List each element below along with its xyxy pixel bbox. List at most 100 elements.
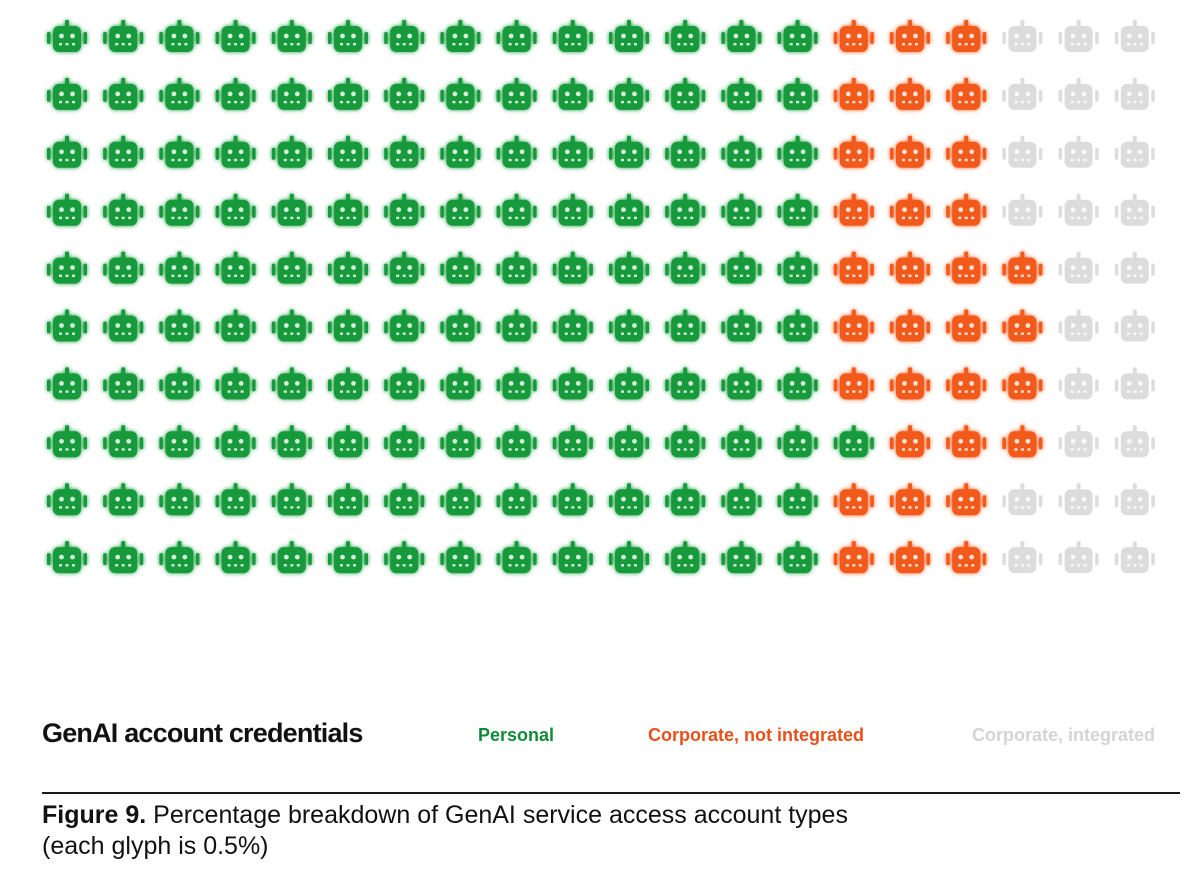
glyph-personal-robot-icon [665,309,706,342]
legend-corporate-not-integrated: Corporate, not integrated [648,725,865,745]
glyph-corporate-not-integrated-robot-icon [1002,367,1043,400]
glyph-personal-robot-icon [440,309,481,342]
glyph-personal-robot-icon [328,425,368,458]
glyph-personal-robot-icon [384,425,425,458]
glyph-personal-robot-icon [777,135,818,168]
glyph-corporate-integrated-robot-icon [1058,367,1099,400]
glyph-personal-robot-icon [328,77,368,110]
glyph-corporate-not-integrated-robot-icon [890,251,930,284]
glyph-personal-robot-icon [328,193,368,226]
glyph-personal-robot-icon [215,77,256,110]
glyph-personal-robot-icon [328,251,368,284]
glyph-corporate-integrated-robot-icon [1002,483,1043,516]
glyph-personal-robot-icon [159,483,200,516]
glyph-personal-robot-icon [665,541,706,574]
glyph-personal-robot-icon [665,483,706,516]
glyph-corporate-not-integrated-robot-icon [890,541,930,574]
glyph-corporate-not-integrated-robot-icon [946,425,987,458]
glyph-personal-robot-icon [552,20,593,52]
glyph-personal-robot-icon [665,135,706,168]
glyph-personal-robot-icon [103,193,144,226]
glyph-personal-robot-icon [552,367,593,400]
glyph-personal-robot-icon [159,193,200,226]
glyph-personal-robot-icon [384,309,425,342]
glyph-personal-robot-icon [384,367,425,400]
glyph-personal-robot-icon [496,367,537,400]
glyph-personal-robot-icon [552,77,593,110]
glyph-personal-robot-icon [384,20,425,52]
glyph-corporate-not-integrated-robot-icon [1002,309,1043,342]
glyph-personal-robot-icon [271,20,312,52]
glyph-personal-robot-icon [159,541,200,574]
glyph-personal-robot-icon [777,77,818,110]
glyph-personal-robot-icon [103,367,144,400]
glyph-personal-robot-icon [47,309,87,342]
glyph-personal-robot-icon [271,367,312,400]
glyph-corporate-not-integrated-robot-icon [946,483,987,516]
glyph-corporate-integrated-robot-icon [1114,77,1155,110]
glyph-corporate-integrated-robot-icon [1058,541,1099,574]
glyph-corporate-integrated-robot-icon [1114,541,1155,574]
glyph-personal-robot-icon [159,20,200,52]
glyph-personal-robot-icon [271,135,312,168]
glyph-personal-robot-icon [552,251,593,284]
glyph-personal-robot-icon [721,367,762,400]
caption-line-2: (each glyph is 0.5%) [42,832,269,860]
legend-corporate-integrated: Corporate, integrated [972,725,1156,745]
glyph-corporate-not-integrated-robot-icon [833,367,874,400]
glyph-personal-robot-icon [665,77,706,110]
glyph-corporate-integrated-robot-icon [1058,193,1099,226]
glyph-personal-robot-icon [47,425,87,458]
glyph-personal-robot-icon [496,251,537,284]
glyph-corporate-not-integrated-robot-icon [890,367,930,400]
glyph-corporate-not-integrated-robot-icon [1002,251,1043,284]
glyph-personal-robot-icon [552,309,593,342]
glyph-personal-robot-icon [103,541,144,574]
glyph-personal-robot-icon [47,483,87,516]
glyph-personal-robot-icon [777,309,818,342]
glyph-personal-robot-icon [328,135,368,168]
glyph-personal-robot-icon [271,483,312,516]
glyph-personal-robot-icon [159,251,200,284]
glyph-personal-robot-icon [440,367,481,400]
glyph-corporate-integrated-robot-icon [1058,309,1099,342]
glyph-corporate-integrated-robot-icon [1114,20,1155,52]
glyph-personal-robot-icon [271,77,312,110]
glyph-personal-robot-icon [609,20,649,52]
caption-line-1: Percentage breakdown of GenAI service ac… [153,801,848,829]
glyph-personal-robot-icon [47,367,87,400]
glyph-personal-robot-icon [271,193,312,226]
glyph-personal-robot-icon [159,77,200,110]
glyph-corporate-integrated-robot-icon [1002,77,1043,110]
glyph-personal-robot-icon [496,309,537,342]
glyph-corporate-integrated-robot-icon [1058,77,1099,110]
glyph-personal-robot-icon [384,77,425,110]
glyph-personal-robot-icon [609,135,649,168]
glyph-personal-robot-icon [665,425,706,458]
glyph-corporate-integrated-robot-icon [1058,251,1099,284]
glyph-personal-robot-icon [328,309,368,342]
glyph-corporate-not-integrated-robot-icon [833,77,874,110]
glyph-personal-robot-icon [159,425,200,458]
glyph-personal-robot-icon [721,309,762,342]
glyph-personal-robot-icon [328,541,368,574]
glyph-personal-robot-icon [215,425,256,458]
glyph-personal-robot-icon [496,77,537,110]
glyph-corporate-not-integrated-robot-icon [890,309,930,342]
glyph-personal-robot-icon [159,135,200,168]
glyph-personal-robot-icon [103,77,144,110]
glyph-personal-robot-icon [271,541,312,574]
glyph-personal-robot-icon [440,20,481,52]
glyph-personal-robot-icon [609,251,649,284]
glyph-personal-robot-icon [159,367,200,400]
glyph-corporate-integrated-robot-icon [1058,425,1099,458]
glyph-personal-robot-icon [552,425,593,458]
glyph-personal-robot-icon [721,251,762,284]
glyph-personal-robot-icon [103,425,144,458]
glyph-personal-robot-icon [496,135,537,168]
glyph-corporate-integrated-robot-icon [1058,20,1099,52]
glyph-corporate-not-integrated-robot-icon [890,20,930,52]
glyph-corporate-integrated-robot-icon [1114,483,1155,516]
glyph-personal-robot-icon [215,20,256,52]
glyph-personal-robot-icon [440,425,481,458]
